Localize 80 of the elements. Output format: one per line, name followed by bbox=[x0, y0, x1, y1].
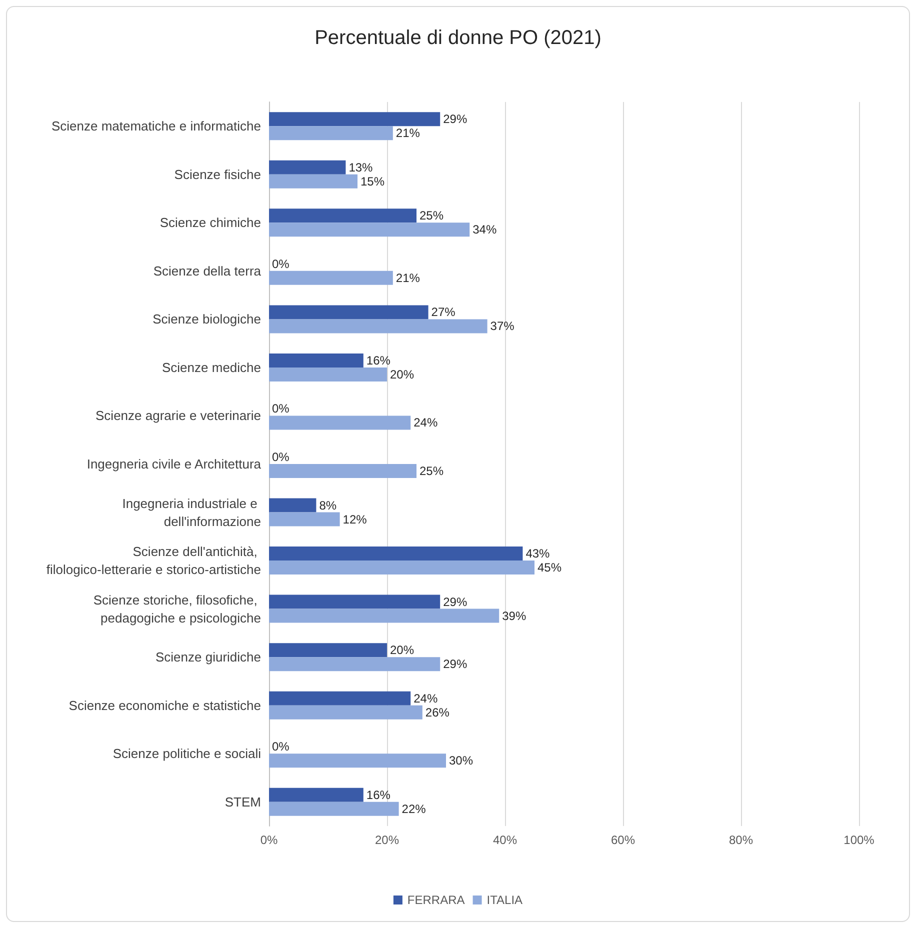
x-tick-label: 100% bbox=[844, 833, 875, 847]
y-tick-label: Ingegneria civile e Architettura bbox=[86, 456, 262, 472]
bar bbox=[269, 112, 440, 126]
bar bbox=[269, 691, 411, 706]
bar bbox=[269, 643, 387, 658]
data-label: 39% bbox=[502, 608, 526, 623]
y-tick-label: Scienze politiche e sociali bbox=[112, 746, 262, 762]
data-label: 16% bbox=[366, 788, 391, 802]
data-label: 0% bbox=[272, 740, 290, 754]
data-label: 0% bbox=[272, 402, 290, 416]
bar bbox=[269, 512, 340, 526]
data-label: 29% bbox=[443, 112, 468, 126]
y-tick-label: Scienze mediche bbox=[162, 360, 261, 375]
bar bbox=[269, 367, 387, 382]
data-label: 45% bbox=[538, 560, 562, 575]
bar bbox=[269, 546, 523, 561]
data-label: 15% bbox=[360, 174, 385, 188]
bar bbox=[269, 416, 411, 430]
data-label: 25% bbox=[420, 464, 444, 478]
data-label: 16% bbox=[366, 353, 391, 368]
bar bbox=[269, 353, 364, 368]
x-tick-label: 80% bbox=[728, 833, 754, 847]
data-label: 27% bbox=[431, 305, 456, 320]
y-tick-label: Scienze biologiche bbox=[152, 312, 261, 327]
y-tick-label: Scienze storiche, filosofiche, pedagogiche e psicologiche bbox=[93, 592, 261, 626]
chart-title: Percentuale di donne PO (2021) bbox=[314, 27, 602, 49]
y-tick-label: STEM bbox=[224, 794, 261, 810]
data-label: 24% bbox=[414, 691, 438, 706]
bar bbox=[269, 305, 428, 320]
bar bbox=[269, 705, 422, 720]
data-label: 20% bbox=[390, 643, 414, 658]
bar bbox=[269, 802, 399, 816]
y-tick-label: Ingegneria industriale e dell'informazione bbox=[122, 496, 261, 529]
x-tick-label: 60% bbox=[610, 833, 636, 847]
bar bbox=[269, 788, 364, 802]
x-tick-label: 40% bbox=[492, 833, 518, 847]
data-label: 21% bbox=[396, 270, 420, 285]
data-label: 34% bbox=[472, 222, 497, 237]
data-label: 26% bbox=[425, 705, 450, 720]
data-label: 37% bbox=[490, 319, 515, 334]
x-tick-label: 20% bbox=[374, 833, 400, 847]
bar bbox=[269, 126, 393, 140]
data-label: 8% bbox=[319, 498, 337, 512]
data-label: 25% bbox=[420, 208, 444, 223]
y-tick-label: Scienze fisiche bbox=[174, 166, 261, 182]
bar bbox=[269, 174, 358, 188]
data-label: 13% bbox=[348, 160, 374, 174]
bar bbox=[269, 608, 500, 623]
y-tick-label: Scienze della terra bbox=[153, 263, 262, 278]
data-label: 0% bbox=[272, 450, 290, 464]
data-label: 24% bbox=[414, 416, 438, 430]
bar bbox=[269, 594, 440, 609]
data-label: 43% bbox=[526, 546, 550, 561]
bar bbox=[269, 160, 346, 174]
bar bbox=[269, 464, 416, 478]
bar bbox=[269, 560, 534, 575]
bar bbox=[269, 657, 440, 672]
data-label: 22% bbox=[402, 802, 426, 816]
bar bbox=[269, 270, 393, 285]
y-tick-label: Scienze matematiche e informatiche bbox=[51, 118, 261, 134]
data-label: 0% bbox=[272, 256, 290, 271]
data-label: 12% bbox=[342, 512, 368, 526]
y-tick-label: Scienze agrarie e veterinarie bbox=[96, 408, 261, 424]
data-label: 20% bbox=[390, 367, 414, 382]
legend-label: ITALIA bbox=[486, 893, 523, 907]
x-tick-label: 0% bbox=[260, 833, 278, 847]
bar bbox=[269, 754, 446, 768]
y-tick-label: Scienze dell'antichità, filologico-letterarie e storico-artistiche bbox=[46, 544, 261, 578]
y-tick-label: Scienze chimiche bbox=[160, 215, 261, 230]
bar bbox=[269, 498, 316, 512]
bar bbox=[269, 319, 488, 334]
y-tick-label: Scienze economiche e statistiche bbox=[68, 698, 261, 713]
legend-label: FERRARA bbox=[407, 893, 465, 907]
data-label: 30% bbox=[449, 754, 474, 768]
bar bbox=[269, 208, 416, 223]
data-label: 29% bbox=[443, 657, 468, 672]
data-label: 29% bbox=[443, 594, 468, 609]
y-tick-label: Scienze giuridiche bbox=[155, 650, 261, 665]
bar bbox=[269, 222, 470, 237]
data-label: 21% bbox=[396, 126, 420, 140]
